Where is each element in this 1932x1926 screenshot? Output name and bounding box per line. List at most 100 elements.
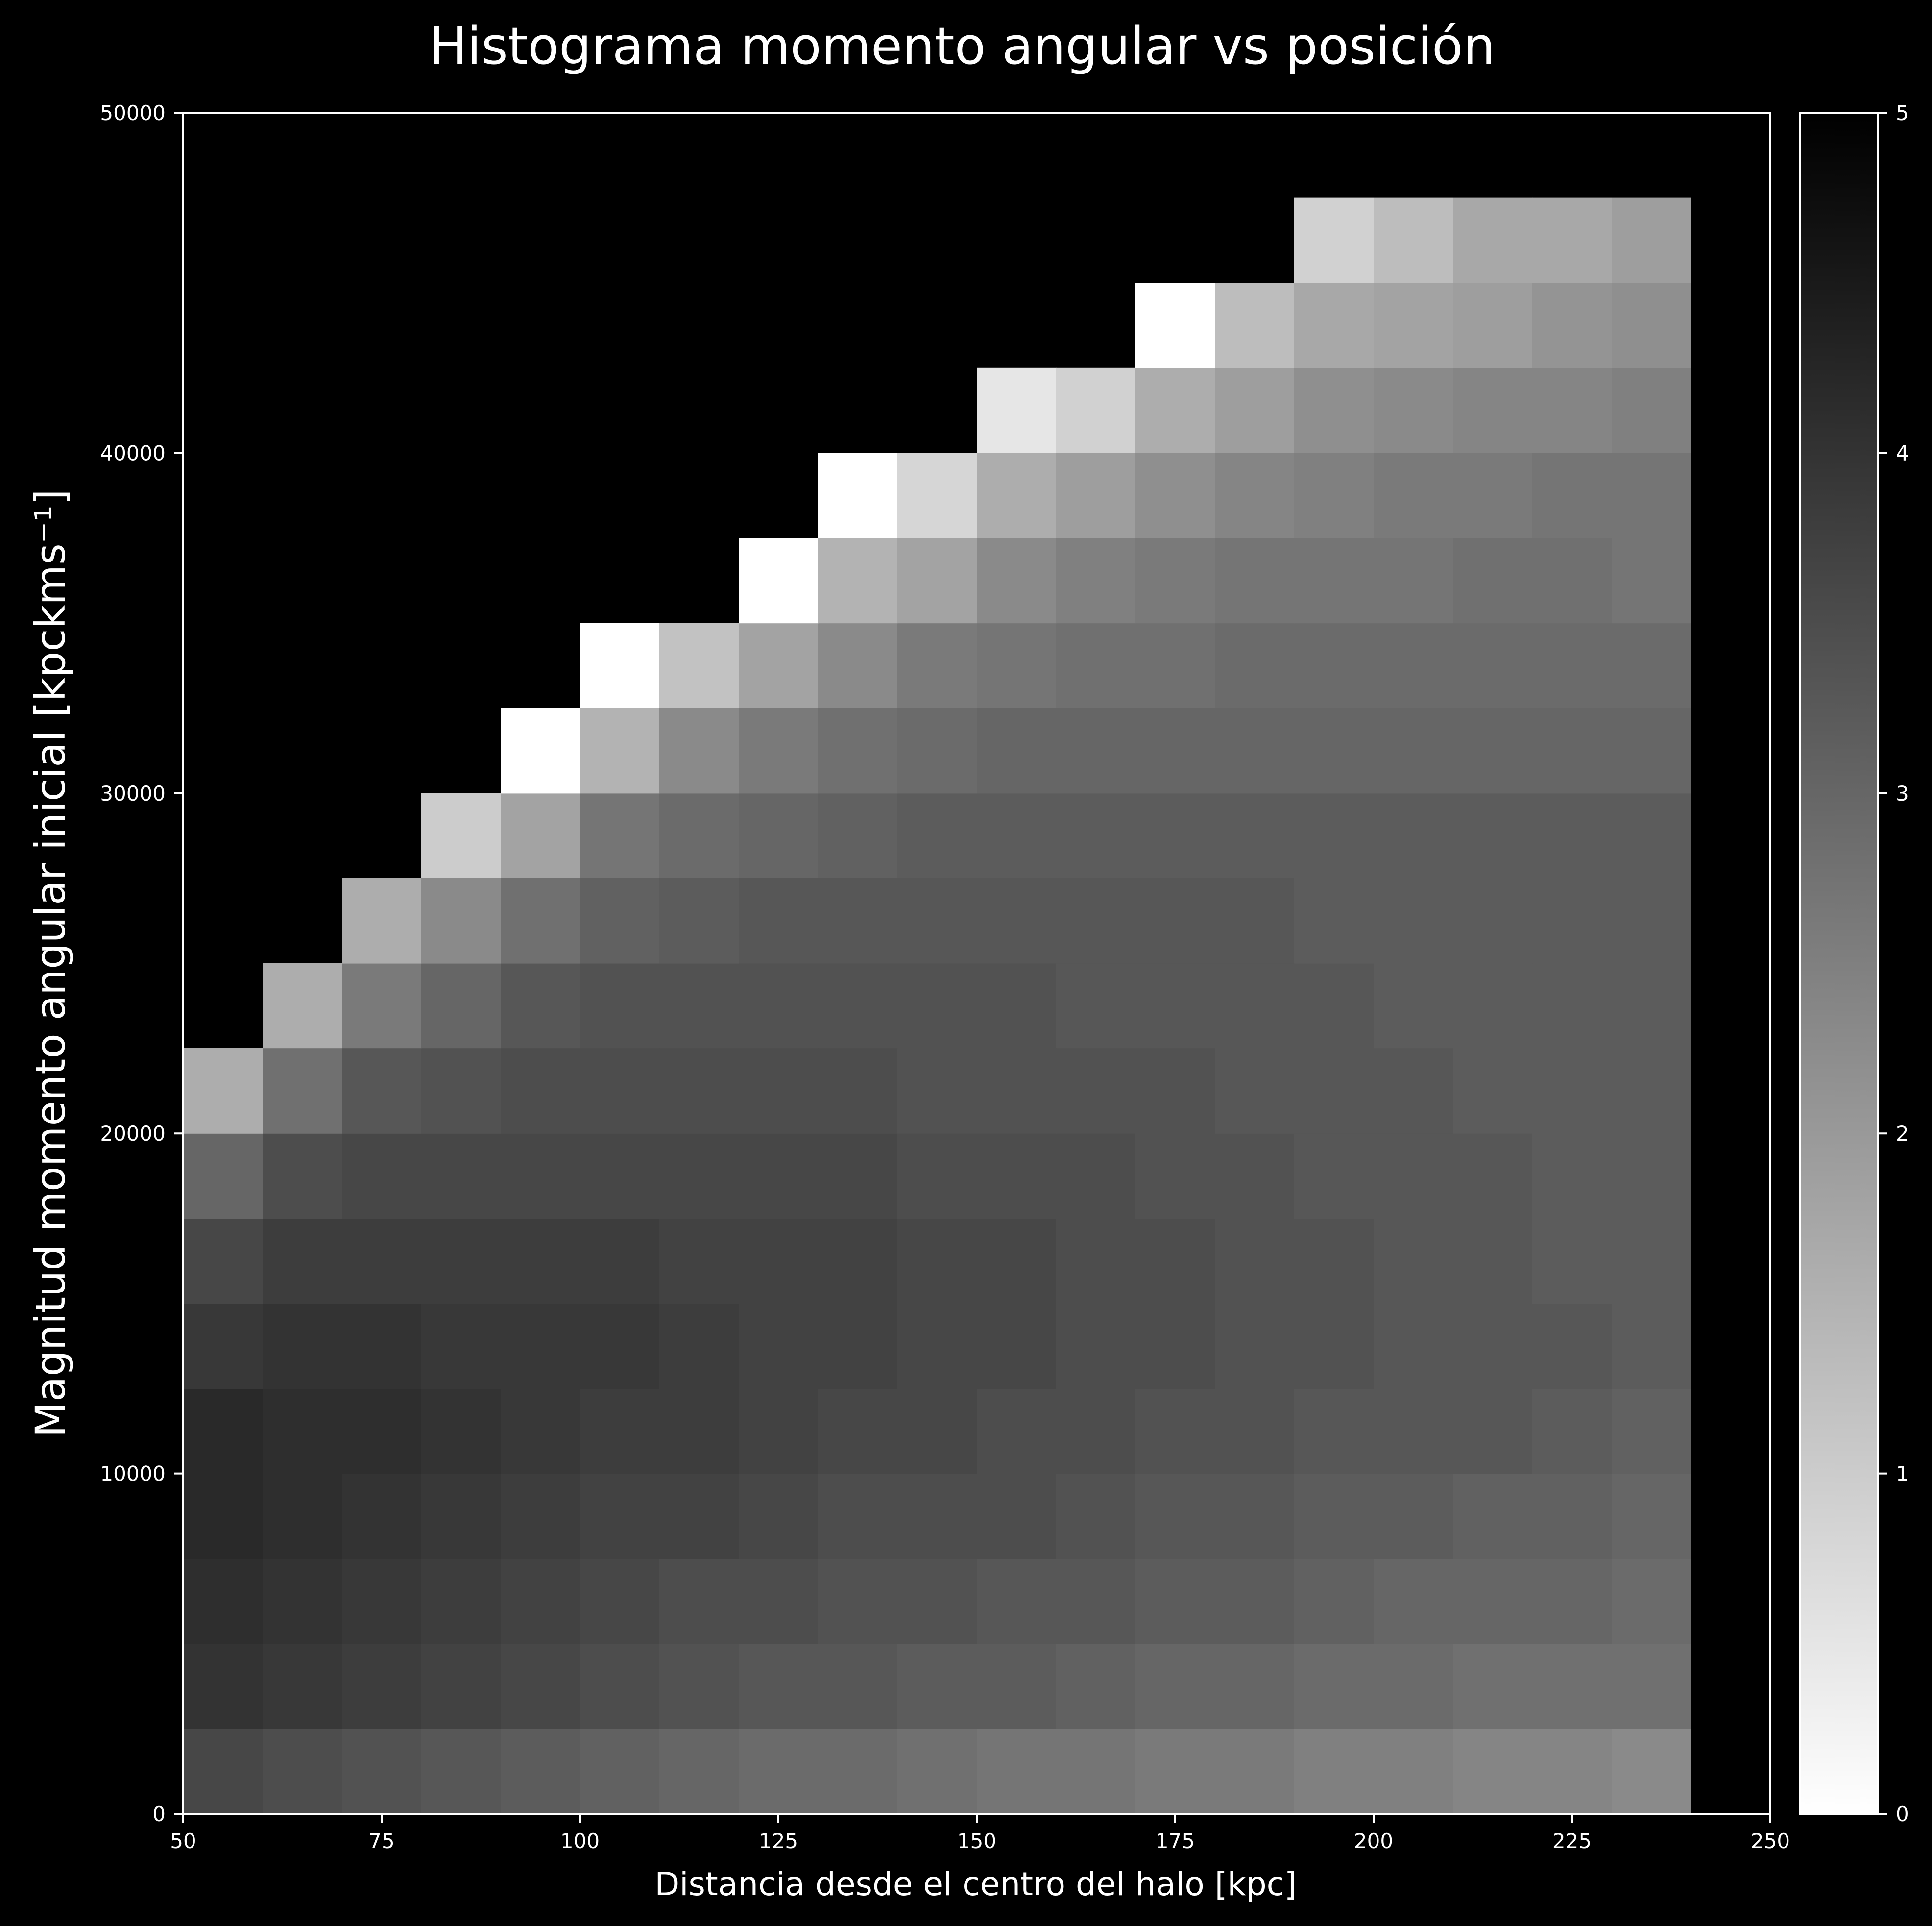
- heatmap-cell: [580, 1133, 660, 1219]
- heatmap-cell: [1612, 453, 1691, 538]
- heatmap-cell: [580, 1559, 660, 1644]
- heatmap-cell: [739, 878, 819, 964]
- heatmap-cell: [1215, 1643, 1295, 1729]
- heatmap-cell: [1056, 1643, 1136, 1729]
- heatmap-cell: [1612, 1559, 1691, 1644]
- heatmap-cell: [342, 1473, 422, 1559]
- heatmap-cell: [1056, 453, 1136, 538]
- heatmap-cell: [897, 623, 977, 708]
- heatmap-cell: [1374, 878, 1453, 964]
- heatmap-cell: [977, 878, 1057, 964]
- heatmap-cell: [1612, 793, 1691, 878]
- heatmap-cell: [1135, 793, 1215, 878]
- x-tick-label: 75: [368, 1829, 394, 1853]
- heatmap-cell: [897, 1473, 977, 1559]
- heatmap-cell: [897, 793, 977, 878]
- heatmap-cell: [739, 1559, 819, 1644]
- heatmap-cell: [1612, 1729, 1691, 1814]
- heatmap-cell: [1453, 367, 1533, 453]
- heatmap-cell: [421, 1218, 501, 1304]
- heatmap-cell: [1374, 197, 1453, 283]
- heatmap-cell: [342, 1133, 422, 1219]
- heatmap-cell: [1294, 793, 1374, 878]
- heatmap-cell: [1135, 708, 1215, 794]
- heatmap-cell: [1612, 538, 1691, 624]
- heatmap-cell: [659, 878, 739, 964]
- heatmap-cell: [897, 1559, 977, 1644]
- heatmap-cell: [1294, 1643, 1374, 1729]
- x-axis: 50 75 100 125 150 175 200 225 250: [170, 1814, 1790, 1853]
- heatmap-cell: [1612, 1303, 1691, 1389]
- x-tick-label: 200: [1354, 1829, 1393, 1853]
- heatmap-cell: [580, 963, 660, 1049]
- heatmap-cell: [580, 1303, 660, 1389]
- heatmap-cell: [1294, 1303, 1374, 1389]
- heatmap-cell: [1294, 623, 1374, 708]
- heatmap-cell: [263, 1133, 342, 1219]
- heatmap-cell: [818, 538, 898, 624]
- heatmap-cell: [1453, 1473, 1533, 1559]
- heatmap-cell: [342, 963, 422, 1049]
- heatmap-cell: [739, 1389, 819, 1474]
- heatmap-cell: [580, 793, 660, 878]
- heatmap-cell: [1453, 1303, 1533, 1389]
- heatmap-cell: [1374, 538, 1453, 624]
- heatmap-cell: [897, 1389, 977, 1474]
- heatmap-cell: [818, 1303, 898, 1389]
- heatmap-cell: [1532, 1643, 1612, 1729]
- heatmap-cell: [1532, 878, 1612, 964]
- heatmap-cells: [183, 197, 1691, 1814]
- y-tick-label: 10000: [100, 1462, 166, 1486]
- heatmap-cell: [1374, 1473, 1453, 1559]
- heatmap-cell: [421, 793, 501, 878]
- heatmap-cell: [1215, 623, 1295, 708]
- heatmap-cell: [1056, 708, 1136, 794]
- heatmap-cell: [1215, 1473, 1295, 1559]
- heatmap-cell: [897, 878, 977, 964]
- heatmap-cell: [1453, 878, 1533, 964]
- heatmap-cell: [183, 1048, 263, 1134]
- heatmap-cell: [1612, 1389, 1691, 1474]
- colorbar-tick-label: 1: [1896, 1462, 1909, 1486]
- heatmap-cell: [1374, 1389, 1453, 1474]
- heatmap-cell: [977, 1729, 1057, 1814]
- heatmap-cell: [501, 963, 580, 1049]
- colorbar-tick-label: 4: [1896, 441, 1909, 465]
- heatmap-cell: [1532, 538, 1612, 624]
- heatmap-cell: [659, 1473, 739, 1559]
- heatmap-cell: [1294, 878, 1374, 964]
- heatmap-cell: [1056, 793, 1136, 878]
- heatmap-cell: [659, 963, 739, 1049]
- heatmap-cell: [421, 878, 501, 964]
- heatmap-cell: [342, 878, 422, 964]
- heatmap-cell: [1056, 963, 1136, 1049]
- heatmap-cell: [977, 1218, 1057, 1304]
- colorbar-tick-label: 3: [1896, 781, 1909, 805]
- heatmap-cell: [897, 708, 977, 794]
- heatmap-cell: [1374, 283, 1453, 368]
- heatmap-cell: [1135, 878, 1215, 964]
- heatmap-cell: [1294, 1133, 1374, 1219]
- heatmap-cell: [1453, 453, 1533, 538]
- heatmap-cell: [977, 708, 1057, 794]
- heatmap-cell: [1294, 1473, 1374, 1559]
- x-tick-label: 125: [759, 1829, 798, 1853]
- heatmap-cell: [897, 538, 977, 624]
- heatmap-cell: [1135, 367, 1215, 453]
- heatmap-cell: [1453, 1389, 1533, 1474]
- heatmap-cell: [977, 1559, 1057, 1644]
- heatmap-cell: [1453, 963, 1533, 1049]
- heatmap-cell: [739, 1218, 819, 1304]
- heatmap-cell: [1453, 793, 1533, 878]
- heatmap-cell: [263, 1218, 342, 1304]
- heatmap-cell: [1532, 708, 1612, 794]
- heatmap-cell: [421, 1559, 501, 1644]
- heatmap-cell: [977, 1303, 1057, 1389]
- heatmap-cell: [183, 1473, 263, 1559]
- heatmap-cell: [1612, 1218, 1691, 1304]
- heatmap-cell: [1215, 283, 1295, 368]
- heatmap-cell: [421, 1133, 501, 1219]
- heatmap-cell: [659, 1048, 739, 1134]
- heatmap-cell: [1612, 963, 1691, 1049]
